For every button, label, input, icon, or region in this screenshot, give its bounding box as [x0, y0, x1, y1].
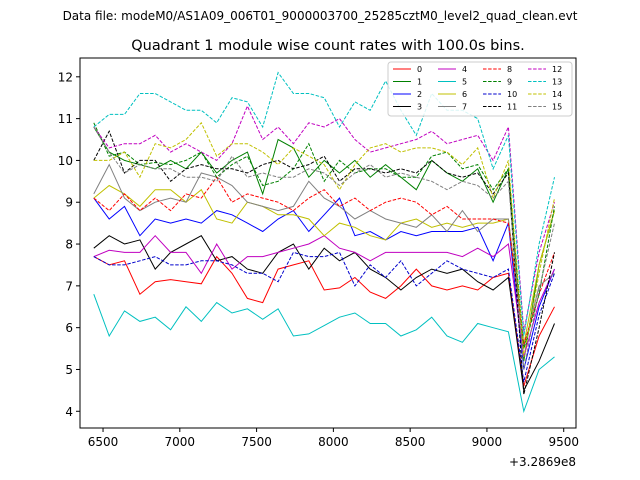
series-line-1 — [93, 126, 555, 362]
x-tick-label: 6500 — [88, 435, 119, 449]
y-tick-label: 12 — [58, 70, 73, 84]
legend-label-10: 10 — [507, 90, 517, 99]
legend-label-9: 9 — [507, 78, 512, 87]
legend-label-13: 13 — [552, 78, 562, 87]
y-tick-label: 6 — [65, 321, 73, 335]
x-axis: 6500 7000 7500 8000 8500 9000 9500 — [88, 428, 579, 449]
series-line-0 — [93, 255, 555, 387]
series-line-9 — [93, 122, 555, 349]
legend-label-14: 14 — [552, 90, 562, 99]
y-tick-label: 9 — [65, 196, 73, 210]
y-tick-label: 5 — [65, 363, 73, 377]
series-line-7 — [93, 163, 555, 349]
chart-title: Quadrant 1 module wise count rates with … — [131, 38, 525, 54]
x-tick-label: 9000 — [472, 435, 503, 449]
x-offset-label: +3.2869e8 — [509, 455, 576, 469]
legend-label-15: 15 — [552, 103, 562, 112]
series-line-12 — [93, 104, 555, 332]
legend-label-11: 11 — [507, 103, 517, 112]
legend-label-6: 6 — [462, 90, 467, 99]
plot-area: 6500 7000 7500 8000 8500 9000 9500 45678910111… — [58, 57, 579, 469]
x-tick-label: 9500 — [548, 435, 579, 449]
legend-label-1: 1 — [417, 78, 422, 87]
legend-label-7: 7 — [462, 103, 467, 112]
y-tick-label: 8 — [65, 238, 73, 252]
axes-frame — [79, 57, 577, 429]
series-line-8 — [93, 176, 555, 345]
y-tick-label: 10 — [58, 154, 73, 168]
y-tick-label: 7 — [65, 279, 73, 293]
legend-frame — [387, 61, 573, 117]
series-line-15 — [93, 126, 555, 370]
legend-label-0: 0 — [417, 65, 422, 74]
series-line-11 — [93, 129, 555, 395]
data-file-label: Data file: modeM0/AS1A09_006T01_90000037… — [63, 9, 578, 23]
series-line-13 — [93, 71, 555, 337]
series-layer — [93, 71, 555, 414]
series-line-14 — [93, 121, 555, 357]
series-line-10 — [93, 251, 555, 383]
y-tick-label: 11 — [58, 112, 73, 126]
series-line-2 — [93, 197, 555, 370]
legend-label-8: 8 — [507, 65, 512, 74]
x-tick-label: 7500 — [241, 435, 272, 449]
x-tick-label: 8500 — [395, 435, 426, 449]
series-line-5 — [93, 294, 555, 414]
legend-label-12: 12 — [552, 65, 562, 74]
x-tick-label: 8000 — [318, 435, 349, 449]
legend-label-3: 3 — [417, 103, 422, 112]
x-tick-label: 7000 — [165, 435, 196, 449]
legend-label-5: 5 — [462, 78, 467, 87]
legend-label-4: 4 — [462, 65, 467, 74]
y-tick-label: 4 — [65, 405, 73, 419]
legend-label-2: 2 — [417, 90, 422, 99]
series-line-6 — [93, 184, 555, 345]
y-axis: 4 5 6 7 8 9 10 11 12 — [58, 70, 80, 419]
